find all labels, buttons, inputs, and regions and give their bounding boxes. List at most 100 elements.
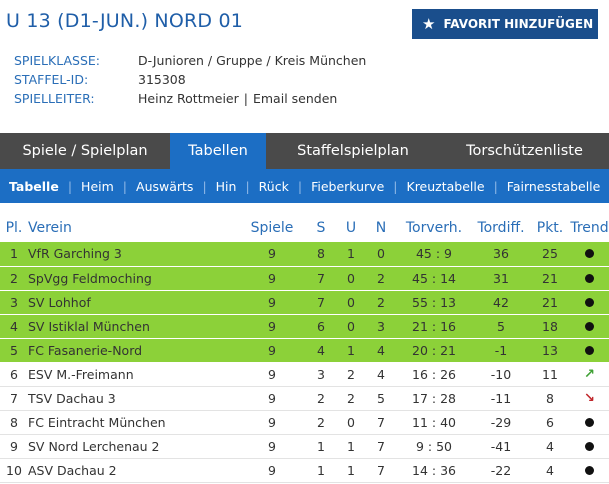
cell-pl: 10	[0, 458, 28, 483]
separator: |	[243, 91, 248, 106]
cell-pkt: 21	[530, 266, 570, 291]
add-favorite-button[interactable]: ★ FAVORIT HINZUFÜGEN	[412, 9, 598, 39]
cell-spiele: 9	[238, 434, 306, 459]
col-verein: Verein	[28, 220, 72, 236]
tab-spiele[interactable]: Spiele / Spielplan	[22, 143, 148, 159]
trend-up-icon: ↗	[584, 367, 595, 382]
cell-u: 1	[336, 434, 366, 459]
cell-s: 2	[306, 410, 336, 435]
subnav-heim[interactable]: Heim	[81, 178, 114, 194]
team-link[interactable]: SV Lohhof	[28, 290, 238, 315]
cell-pkt: 21	[530, 290, 570, 315]
staffel-id-label: STAFFEL-ID:	[14, 72, 89, 87]
cell-n: 2	[366, 266, 396, 291]
tab-tabellen[interactable]: Tabellen	[170, 133, 266, 169]
cell-torverh: 21 : 16	[396, 314, 472, 339]
trend-steady-icon	[585, 417, 594, 427]
cell-spiele: 9	[238, 242, 306, 267]
table-row: 1 VfR Garching 3 9 8 1 0 45 : 9 36 25	[0, 242, 609, 267]
cell-pkt: 8	[530, 386, 570, 411]
cell-tordiff: 42	[472, 290, 530, 315]
cell-tordiff: -10	[472, 362, 530, 387]
table-row: 10 ASV Dachau 2 9 1 1 7 14 : 36 -22 4	[0, 458, 609, 483]
col-tordiff: Tordiff.	[477, 220, 525, 236]
trend-steady-icon	[585, 249, 594, 259]
cell-s: 6	[306, 314, 336, 339]
cell-u: 2	[336, 386, 366, 411]
cell-trend	[570, 458, 609, 483]
cell-pkt: 6	[530, 410, 570, 435]
cell-spiele: 9	[238, 266, 306, 291]
cell-torverh: 45 : 9	[396, 242, 472, 267]
col-u: U	[345, 220, 357, 236]
cell-pl: 7	[0, 386, 28, 411]
team-link[interactable]: SpVgg Feldmoching	[28, 266, 238, 291]
cell-tordiff: -11	[472, 386, 530, 411]
subnav-hin[interactable]: Hin	[215, 178, 237, 194]
cell-n: 7	[366, 458, 396, 483]
standings-table: Pl. Verein Spiele S U N Torverh. Tordiff…	[0, 214, 609, 483]
cell-pl: 6	[0, 362, 28, 387]
cell-trend	[570, 338, 609, 363]
table-row: 2 SpVgg Feldmoching 9 7 0 2 45 : 14 31 21	[0, 266, 609, 291]
staffel-id-value: 315308	[138, 72, 186, 87]
tab-torschuetzenliste[interactable]: Torschützenliste	[466, 143, 583, 159]
cell-pkt: 11	[530, 362, 570, 387]
team-link[interactable]: FC Eintracht München	[28, 410, 238, 435]
cell-torverh: 14 : 36	[396, 458, 472, 483]
team-link[interactable]: FC Fasanerie-Nord	[28, 338, 238, 363]
star-icon: ★	[422, 15, 436, 33]
team-link[interactable]: SV Nord Lerchenau 2	[28, 434, 238, 459]
cell-torverh: 55 : 13	[396, 290, 472, 315]
tab-staffelspielplan[interactable]: Staffelspielplan	[297, 143, 409, 159]
cell-s: 2	[306, 386, 336, 411]
subnav-tabelle[interactable]: Tabelle	[9, 178, 59, 194]
cell-u: 2	[336, 362, 366, 387]
spielleiter-name: Heinz Rottmeier	[138, 91, 239, 106]
cell-spiele: 9	[238, 410, 306, 435]
cell-tordiff: 36	[472, 242, 530, 267]
trend-down-icon: ↘	[584, 391, 595, 406]
league-meta: SPIELKLASSE: D-Junioren / Gruppe / Kreis…	[14, 51, 366, 108]
cell-n: 0	[366, 242, 396, 267]
cell-s: 7	[306, 290, 336, 315]
subnav-rueck[interactable]: Rück	[258, 178, 289, 194]
team-link[interactable]: ASV Dachau 2	[28, 458, 238, 483]
col-pkt: Pkt.	[536, 220, 564, 236]
trend-steady-icon	[585, 273, 594, 283]
cell-tordiff: 31	[472, 266, 530, 291]
cell-pl: 9	[0, 434, 28, 459]
cell-pkt: 4	[530, 434, 570, 459]
cell-tordiff: -41	[472, 434, 530, 459]
team-link[interactable]: TSV Dachau 3	[28, 386, 238, 411]
cell-n: 5	[366, 386, 396, 411]
trend-steady-icon	[585, 297, 594, 307]
cell-pl: 3	[0, 290, 28, 315]
col-s: S	[316, 220, 326, 236]
subnav-kreuztabelle[interactable]: Kreuztabelle	[406, 178, 485, 194]
col-spiele: Spiele	[250, 220, 294, 236]
table-row: 4 SV Istiklal München 9 6 0 3 21 : 16 5 18	[0, 314, 609, 339]
subnav-fieberkurve[interactable]: Fieberkurve	[311, 178, 385, 194]
cell-u: 1	[336, 458, 366, 483]
trend-steady-icon	[585, 465, 594, 475]
cell-tordiff: -29	[472, 410, 530, 435]
email-link[interactable]: Email senden	[252, 91, 338, 106]
cell-pkt: 25	[530, 242, 570, 267]
cell-s: 4	[306, 338, 336, 363]
subnav-auswaerts[interactable]: Auswärts	[136, 178, 194, 194]
table-row: 7 TSV Dachau 3 9 2 2 5 17 : 28 -11 8 ↘	[0, 386, 609, 411]
cell-spiele: 9	[238, 290, 306, 315]
cell-spiele: 9	[238, 458, 306, 483]
trend-steady-icon	[585, 441, 594, 451]
cell-u: 0	[336, 290, 366, 315]
team-link[interactable]: VfR Garching 3	[28, 242, 238, 267]
cell-trend	[570, 290, 609, 315]
team-link[interactable]: ESV M.-Freimann	[28, 362, 238, 387]
cell-n: 4	[366, 362, 396, 387]
cell-pkt: 18	[530, 314, 570, 339]
team-link[interactable]: SV Istiklal München	[28, 314, 238, 339]
cell-s: 1	[306, 434, 336, 459]
subnav-fairnesstabelle[interactable]: Fairnesstabelle	[506, 178, 601, 194]
col-n: N	[375, 220, 387, 236]
